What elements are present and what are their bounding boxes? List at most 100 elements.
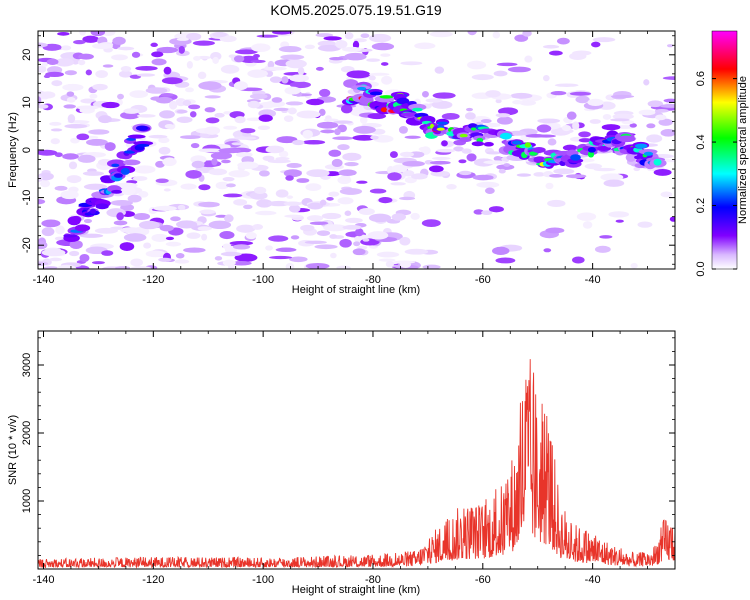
heatmap-cell	[522, 31, 532, 37]
heatmap-cell	[101, 101, 120, 109]
heatmap-cell	[337, 144, 350, 151]
heatmap-cell	[60, 190, 79, 200]
heatmap-cell	[40, 91, 56, 99]
heatmap-cell	[592, 37, 616, 43]
heatmap-cell	[436, 121, 449, 125]
heatmap-cell	[54, 236, 65, 241]
heatmap-cell	[222, 177, 235, 182]
heatmap-cell	[524, 142, 532, 148]
heatmap-cell	[431, 100, 453, 109]
heatmap-cell	[38, 65, 47, 73]
spectrogram-heatmap	[38, 31, 675, 269]
heatmap-cell	[371, 42, 395, 51]
heatmap-cell	[250, 59, 266, 63]
heatmap-cell	[257, 125, 271, 131]
heatmap-cell	[380, 62, 389, 66]
heatmap-cell	[275, 157, 290, 161]
y-tick-label: 20	[21, 49, 33, 61]
heatmap-cell	[79, 233, 104, 238]
heatmap-cell	[553, 168, 575, 175]
heatmap-cell	[379, 95, 394, 99]
x-tick-label: -60	[475, 574, 491, 586]
heatmap-cell	[127, 194, 142, 203]
heatmap-cell	[399, 196, 416, 201]
heatmap-cell	[369, 188, 387, 194]
heatmap-cell	[529, 151, 538, 156]
heatmap-cell	[111, 189, 123, 194]
y-tick-label: 1000	[21, 489, 33, 513]
heatmap-cell	[472, 174, 494, 181]
heatmap-cell	[587, 147, 596, 153]
heatmap-cell	[176, 109, 188, 114]
heatmap-cell	[289, 256, 308, 263]
heatmap-cell	[491, 246, 510, 255]
heatmap-cell	[543, 74, 550, 82]
heatmap-cell	[74, 224, 91, 232]
heatmap-cell	[240, 128, 256, 134]
heatmap-cell	[339, 238, 352, 248]
heatmap-cell	[458, 159, 467, 164]
heatmap-cell	[306, 169, 330, 177]
heatmap-cell	[345, 217, 363, 223]
heatmap-cell	[330, 252, 337, 259]
heatmap-cell	[159, 110, 175, 119]
heatmap-cell	[578, 131, 591, 138]
heatmap-cell	[594, 245, 611, 253]
heatmap-cell	[319, 199, 327, 206]
heatmap-cell	[569, 91, 592, 96]
heatmap-cell	[49, 257, 62, 262]
heatmap-cell	[179, 135, 201, 140]
heatmap-cell	[432, 92, 456, 99]
heatmap-cell	[453, 146, 464, 152]
heatmap-cell	[591, 41, 601, 48]
heatmap-cell	[285, 59, 307, 69]
heatmap-cell	[197, 71, 207, 80]
heatmap-cell	[542, 44, 560, 49]
heatmap-cell	[285, 262, 295, 269]
heatmap-cell	[176, 220, 198, 229]
heatmap-cell	[247, 100, 261, 109]
x-tick-label: -100	[252, 574, 274, 586]
heatmap-cell	[599, 235, 613, 239]
heatmap-cell	[275, 189, 289, 198]
heatmap-cell	[115, 266, 131, 269]
heatmap-cell	[549, 174, 564, 178]
heatmap-cell	[228, 170, 250, 178]
heatmap-cell	[233, 199, 248, 206]
heatmap-cell	[280, 54, 305, 60]
snr-x-axis-label: Height of straight line (km)	[292, 584, 420, 596]
heatmap-cell	[123, 233, 147, 242]
heatmap-cell	[190, 142, 200, 149]
heatmap-cell	[102, 64, 114, 68]
heatmap-cell	[336, 265, 351, 269]
heatmap-cell	[223, 111, 232, 115]
heatmap-cell	[512, 100, 523, 105]
heatmap-cell	[119, 242, 135, 251]
heatmap-cell	[319, 88, 331, 97]
heatmap-cell	[121, 186, 136, 196]
heatmap-cell	[63, 234, 78, 238]
heatmap-cell	[391, 213, 407, 221]
heatmap-cell	[198, 201, 220, 208]
heatmap-cell	[536, 124, 552, 133]
heatmap-cell	[441, 140, 448, 147]
heatmap-cell	[165, 236, 175, 241]
heatmap-cell	[334, 128, 341, 136]
heatmap-cell	[176, 116, 193, 123]
heatmap-cell	[340, 174, 351, 182]
heatmap-cell	[278, 150, 289, 158]
heatmap-cell	[113, 173, 123, 178]
heatmap-cell	[204, 126, 221, 135]
heatmap-cell	[263, 66, 287, 71]
heatmap-cell	[621, 120, 635, 125]
heatmap-cell	[359, 116, 368, 125]
heatmap-cell	[155, 160, 165, 168]
heatmap-cell	[600, 173, 624, 182]
heatmap-cell	[234, 49, 258, 55]
heatmap-cell	[554, 83, 579, 87]
heatmap-cell	[56, 264, 77, 269]
heatmap-cell	[163, 188, 171, 192]
heatmap-cell	[236, 224, 256, 233]
heatmap-cell	[116, 212, 124, 221]
